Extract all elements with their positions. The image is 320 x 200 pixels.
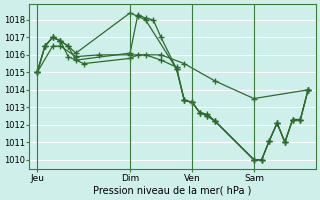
X-axis label: Pression niveau de la mer( hPa ): Pression niveau de la mer( hPa ) xyxy=(93,186,252,196)
